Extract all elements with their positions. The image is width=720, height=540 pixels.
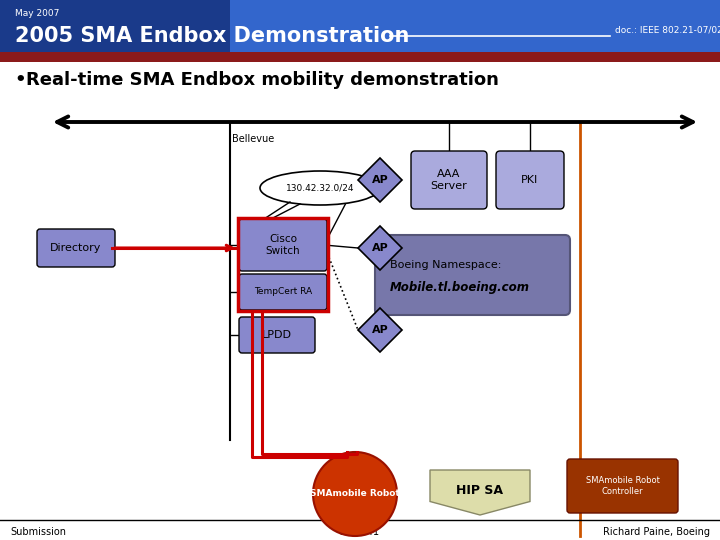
Text: Cisco
Switch: Cisco Switch xyxy=(266,234,300,256)
Text: AAA
Server: AAA Server xyxy=(431,169,467,191)
Text: 2005 SMA Endbox Demonstration: 2005 SMA Endbox Demonstration xyxy=(15,26,410,46)
FancyBboxPatch shape xyxy=(375,235,570,315)
Text: Submission: Submission xyxy=(10,527,66,537)
Text: AP: AP xyxy=(372,175,388,185)
Text: Real-time SMA Endbox mobility demonstration: Real-time SMA Endbox mobility demonstrat… xyxy=(26,71,499,89)
FancyBboxPatch shape xyxy=(411,151,487,209)
Text: PKI: PKI xyxy=(521,175,539,185)
FancyBboxPatch shape xyxy=(239,317,315,353)
Ellipse shape xyxy=(260,171,380,205)
Bar xyxy=(0,52,720,62)
Text: Mobile.tl.boeing.com: Mobile.tl.boeing.com xyxy=(390,281,530,294)
FancyBboxPatch shape xyxy=(239,274,327,310)
Polygon shape xyxy=(358,226,402,270)
Bar xyxy=(0,62,720,540)
Text: AP: AP xyxy=(372,325,388,335)
FancyBboxPatch shape xyxy=(239,219,327,271)
Text: Boeing Namespace:: Boeing Namespace: xyxy=(390,260,501,269)
Text: Richard Paine, Boeing: Richard Paine, Boeing xyxy=(603,527,710,537)
Text: Slide 41: Slide 41 xyxy=(341,527,379,537)
Polygon shape xyxy=(358,308,402,352)
Text: Directory: Directory xyxy=(50,243,102,253)
Text: TempCert RA: TempCert RA xyxy=(254,287,312,296)
Text: SMAmobile Robot
Controller: SMAmobile Robot Controller xyxy=(585,476,660,496)
Text: AP: AP xyxy=(372,243,388,253)
Circle shape xyxy=(313,452,397,536)
Text: doc.: IEEE 802.21-07/0212r0: doc.: IEEE 802.21-07/0212r0 xyxy=(615,25,720,35)
Bar xyxy=(0,0,230,52)
Text: LPDD: LPDD xyxy=(262,330,292,340)
Text: May 2007: May 2007 xyxy=(15,10,59,18)
Polygon shape xyxy=(358,158,402,202)
FancyBboxPatch shape xyxy=(567,459,678,513)
Text: Bellevue: Bellevue xyxy=(232,134,274,144)
Polygon shape xyxy=(430,470,530,515)
FancyBboxPatch shape xyxy=(37,229,115,267)
Text: 130.42.32.0/24: 130.42.32.0/24 xyxy=(286,184,354,192)
Text: •: • xyxy=(14,71,26,89)
Text: HIP SA: HIP SA xyxy=(456,484,503,497)
Bar xyxy=(238,218,328,311)
Text: SMAmobile Robot: SMAmobile Robot xyxy=(310,489,400,498)
FancyBboxPatch shape xyxy=(496,151,564,209)
Bar xyxy=(0,0,720,52)
